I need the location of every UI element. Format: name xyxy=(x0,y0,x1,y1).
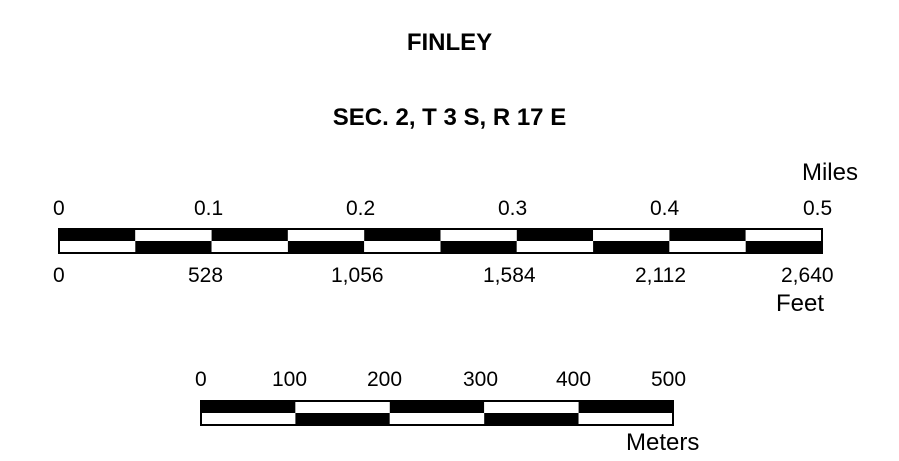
map-subtitle: SEC. 2, T 3 S, R 17 E xyxy=(332,104,567,131)
miles-bar-segment-r1-3 xyxy=(287,241,365,253)
miles-bar-segment-r1-4 xyxy=(364,241,441,253)
miles-bar-segment-r1-6 xyxy=(516,241,594,253)
miles-bar-segment-r1-0 xyxy=(59,241,136,253)
meters-bar-segment-r1-3 xyxy=(484,413,579,425)
meters-tick-1: 100 xyxy=(272,368,308,391)
meters-scale-bar xyxy=(200,400,674,426)
miles-bar-segment-r1-2 xyxy=(211,241,288,253)
miles-tick-4: 0.4 xyxy=(650,197,680,220)
feet-tick-2: 1,056 xyxy=(331,264,384,287)
meters-bar-outline xyxy=(200,400,674,426)
feet-tick-4: 2,112 xyxy=(635,264,686,287)
miles-bar-outline xyxy=(58,228,823,254)
miles-tick-2: 0.2 xyxy=(346,197,376,220)
meters-bar-segment-r0-0 xyxy=(201,401,296,413)
miles-bar-segment-r0-9 xyxy=(745,229,822,241)
meters-bar-segment-r1-2 xyxy=(389,413,485,425)
meters-unit-label: Meters xyxy=(626,429,700,456)
miles-bar-segment-r0-0 xyxy=(59,229,136,241)
meters-tick-2: 200 xyxy=(367,368,403,391)
meters-bar-segment-r1-0 xyxy=(201,413,296,425)
miles-bar-segment-r1-7 xyxy=(593,241,670,253)
meters-bar-segment-r0-1 xyxy=(295,401,390,413)
meters-bar-segment-r0-4 xyxy=(578,401,673,413)
miles-tick-3: 0.3 xyxy=(498,197,528,220)
miles-bar-segment-r0-3 xyxy=(287,229,365,241)
meters-tick-5: 500 xyxy=(651,368,687,391)
miles-bar-segment-r1-8 xyxy=(669,241,746,253)
meters-bar-segment-r1-4 xyxy=(578,413,673,425)
meters-bar-segment-r0-3 xyxy=(484,401,579,413)
meters-bar-segment-r0-2 xyxy=(389,401,485,413)
miles-tick-1: 0.1 xyxy=(194,197,224,220)
miles-bar-segment-r1-5 xyxy=(440,241,517,253)
miles-bar-segment-r1-9 xyxy=(745,241,822,253)
feet-unit-label: Feet xyxy=(775,290,824,317)
miles-unit-label: Miles xyxy=(801,159,858,186)
miles-feet-scale-bar xyxy=(58,228,823,254)
meters-tick-0: 0 xyxy=(195,368,207,391)
miles-bar-segment-r0-5 xyxy=(440,229,517,241)
feet-tick-3: 1,584 xyxy=(483,264,536,287)
miles-bar-segment-r0-2 xyxy=(211,229,288,241)
miles-bar-segment-r0-1 xyxy=(135,229,212,241)
miles-bar-segment-r0-7 xyxy=(593,229,670,241)
map-title: FINLEY xyxy=(406,29,493,56)
feet-tick-1: 528 xyxy=(188,264,224,287)
meters-tick-3: 300 xyxy=(463,368,499,391)
miles-bar-segment-r0-4 xyxy=(364,229,441,241)
meters-bar-segment-r1-1 xyxy=(295,413,390,425)
miles-tick-5: 0.5 xyxy=(803,197,833,220)
feet-tick-0: 0 xyxy=(53,264,65,287)
feet-tick-5: 2,640 xyxy=(781,264,834,287)
miles-bar-segment-r1-1 xyxy=(135,241,212,253)
meters-tick-4: 400 xyxy=(556,368,592,391)
miles-bar-segment-r0-6 xyxy=(516,229,594,241)
miles-bar-segment-r0-8 xyxy=(669,229,746,241)
miles-tick-0: 0 xyxy=(53,197,65,220)
